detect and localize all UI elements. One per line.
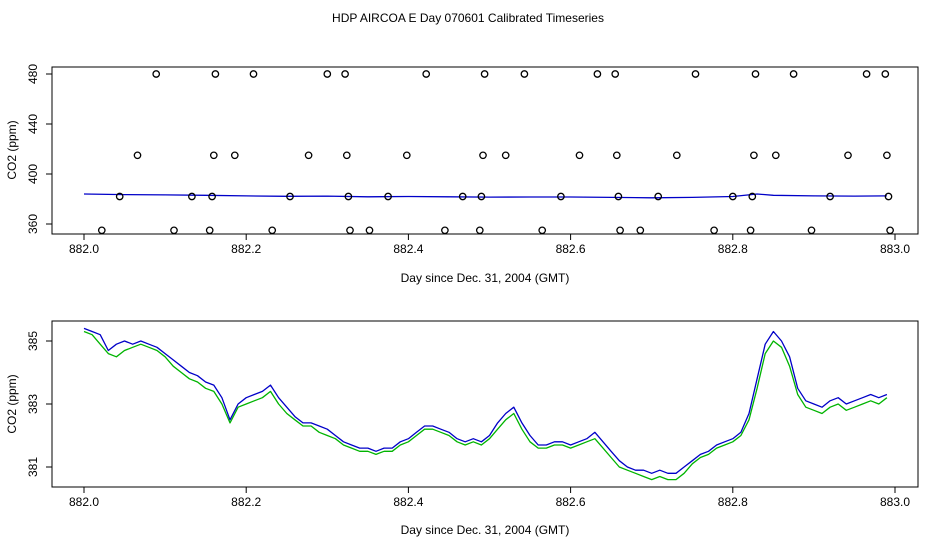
- top-plot-marks: [83, 70, 894, 235]
- top-plot-frame: [51, 66, 919, 235]
- data-point: [844, 151, 852, 160]
- x-tick-label: 883.0: [880, 495, 910, 509]
- data-point: [710, 226, 718, 235]
- top-panel: 882.0 882.2 882.4 882.6 882.8 883.0 360 400 440…: [5, 64, 919, 285]
- y-tick-label: 385: [26, 331, 40, 351]
- data-point: [750, 151, 758, 160]
- x-tick-label: 882.8: [718, 495, 748, 509]
- x-tick-label: 882.6: [556, 242, 586, 256]
- data-point: [807, 226, 816, 235]
- data-point: [286, 192, 294, 201]
- x-tick-label: 883.0: [880, 242, 910, 256]
- bottom-plot-frame: [51, 320, 919, 488]
- data-point: [346, 226, 354, 235]
- data-point: [616, 226, 624, 235]
- data-point: [209, 151, 218, 160]
- y-tick-label: 383: [26, 394, 40, 414]
- top-x-axis-title: Day since Dec. 31, 2004 (GMT): [401, 271, 570, 285]
- data-point: [636, 226, 645, 235]
- data-point: [575, 151, 584, 160]
- data-point: [691, 70, 700, 78]
- data-point: [97, 226, 106, 235]
- data-point: [211, 70, 220, 78]
- data-point: [746, 226, 755, 235]
- data-point: [748, 192, 757, 201]
- data-point: [477, 192, 486, 201]
- data-point: [341, 70, 349, 78]
- data-point: [230, 151, 239, 160]
- data-point: [475, 226, 484, 235]
- top-y-axis: 360 400 440 480: [26, 64, 52, 234]
- series-line-blue: [83, 327, 888, 474]
- data-point: [188, 192, 196, 201]
- y-tick-label: 400: [26, 164, 40, 184]
- y-tick-label: 440: [26, 114, 40, 134]
- top-y-axis-title: CO2 (ppm): [5, 120, 19, 179]
- figure-title: HDP AIRCOA E Day 070601 Calibrated Times…: [332, 11, 604, 25]
- data-point: [133, 151, 142, 160]
- bottom-panel: 882.0 882.2 882.4 882.6 882.8 883.0 381 383 385…: [5, 320, 919, 537]
- data-point: [402, 151, 411, 160]
- data-point: [304, 151, 313, 160]
- y-tick-label: 480: [26, 64, 40, 84]
- data-point: [152, 70, 161, 78]
- data-point: [884, 192, 893, 201]
- x-tick-label: 882.2: [231, 242, 261, 256]
- data-point: [458, 192, 467, 201]
- data-point: [170, 226, 178, 235]
- data-point: [886, 226, 894, 235]
- data-point: [249, 70, 258, 78]
- series-line-blue: [83, 193, 887, 199]
- data-point: [342, 151, 351, 160]
- data-point: [614, 192, 623, 201]
- data-point: [205, 226, 214, 235]
- data-point: [538, 226, 547, 235]
- data-point: [612, 151, 621, 160]
- data-point: [881, 70, 890, 78]
- data-point: [208, 192, 216, 201]
- x-tick-label: 882.0: [69, 242, 99, 256]
- top-x-axis: 882.0 882.2 882.4 882.6 882.8 883.0: [69, 234, 910, 256]
- data-point: [480, 70, 489, 78]
- data-point: [268, 226, 277, 235]
- y-tick-label: 360: [26, 214, 40, 234]
- data-point: [115, 192, 124, 201]
- data-point: [751, 70, 760, 78]
- data-point: [422, 70, 431, 78]
- data-point: [728, 192, 737, 201]
- data-point: [862, 70, 871, 78]
- bottom-y-axis: 381 383 385: [26, 331, 52, 477]
- series-line-green: [83, 330, 888, 481]
- bottom-plot-marks: [83, 327, 888, 481]
- x-tick-label: 882.4: [393, 242, 423, 256]
- data-point: [323, 70, 332, 78]
- data-point: [557, 192, 565, 201]
- data-point: [520, 70, 529, 78]
- data-point: [789, 70, 798, 78]
- x-tick-label: 882.4: [393, 495, 423, 509]
- x-tick-label: 882.6: [556, 495, 586, 509]
- data-point: [365, 226, 374, 235]
- data-point: [883, 151, 891, 160]
- bottom-x-axis: 882.0 882.2 882.4 882.6 882.8 883.0: [69, 487, 910, 509]
- x-tick-label: 882.8: [718, 242, 748, 256]
- data-point: [826, 192, 834, 201]
- data-point: [384, 192, 392, 201]
- data-point: [654, 192, 663, 201]
- data-point: [344, 192, 353, 201]
- x-tick-label: 882.2: [231, 495, 261, 509]
- data-point: [771, 151, 780, 160]
- data-point: [501, 151, 510, 160]
- y-tick-label: 381: [26, 457, 40, 477]
- data-point: [593, 70, 602, 78]
- data-point: [479, 151, 487, 160]
- bottom-y-axis-title: CO2 (ppm): [5, 374, 19, 433]
- x-tick-label: 882.0: [69, 495, 99, 509]
- data-point: [441, 226, 449, 235]
- bottom-x-axis-title: Day since Dec. 31, 2004 (GMT): [401, 523, 570, 537]
- data-point: [672, 151, 681, 160]
- data-point: [611, 70, 620, 78]
